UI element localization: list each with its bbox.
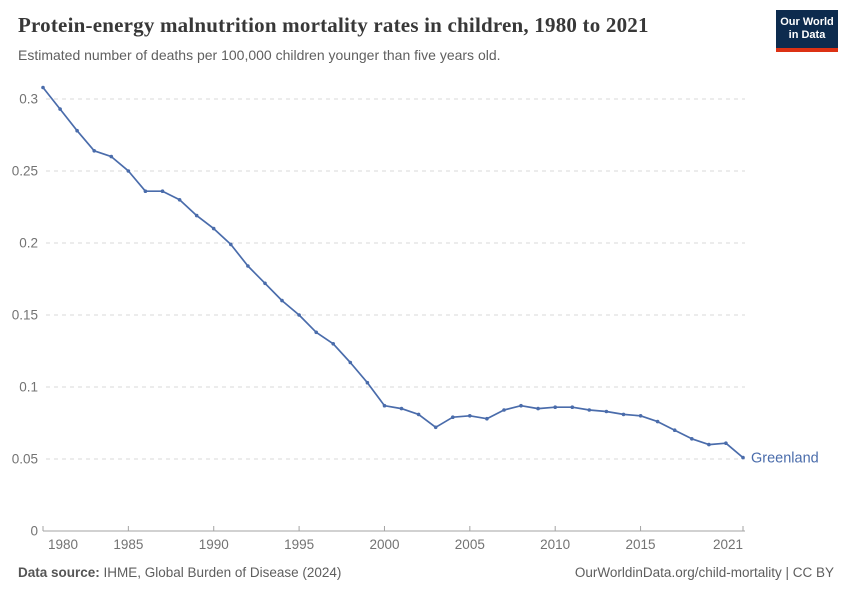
owid-logo: Our World in Data bbox=[776, 10, 838, 52]
data-point[interactable] bbox=[280, 298, 284, 303]
data-point[interactable] bbox=[741, 455, 745, 460]
data-point[interactable] bbox=[177, 198, 182, 202]
y-axis-tick-label: 0.15 bbox=[12, 308, 38, 323]
data-source: Data source: IHME, Global Burden of Dise… bbox=[18, 565, 341, 580]
data-point[interactable] bbox=[399, 406, 404, 411]
data-point[interactable] bbox=[194, 213, 199, 218]
data-point[interactable] bbox=[502, 408, 506, 412]
data-point[interactable] bbox=[211, 226, 216, 231]
x-axis-tick-label: 1980 bbox=[48, 537, 78, 552]
chart-subtitle: Estimated number of deaths per 100,000 c… bbox=[18, 47, 501, 64]
data-point[interactable] bbox=[655, 419, 660, 424]
y-axis-tick-label: 0.05 bbox=[12, 452, 38, 467]
y-axis-tick-label: 0.3 bbox=[19, 92, 38, 107]
data-point[interactable] bbox=[348, 360, 353, 365]
data-point[interactable] bbox=[109, 154, 114, 159]
data-point[interactable] bbox=[58, 107, 62, 111]
data-point[interactable] bbox=[75, 128, 79, 133]
data-point[interactable] bbox=[92, 149, 96, 153]
x-axis-tick-label: 2015 bbox=[626, 537, 656, 552]
data-point[interactable] bbox=[451, 415, 455, 420]
data-line-greenland[interactable] bbox=[42, 86, 744, 459]
data-point[interactable] bbox=[126, 169, 131, 173]
data-point[interactable] bbox=[570, 405, 575, 410]
data-point[interactable] bbox=[621, 412, 626, 417]
data-point[interactable] bbox=[724, 441, 728, 446]
x-axis-tick-label: 2005 bbox=[455, 537, 485, 552]
data-point[interactable] bbox=[587, 408, 592, 412]
x-axis-tick-label: 1990 bbox=[199, 537, 229, 552]
y-axis-tick-label: 0 bbox=[30, 524, 38, 539]
x-axis-tick-label: 2021 bbox=[713, 537, 743, 552]
chart-header: Protein-energy malnutrition mortality ra… bbox=[18, 13, 768, 63]
data-point[interactable] bbox=[468, 414, 472, 418]
x-axis-tick-label: 2000 bbox=[369, 537, 399, 552]
chart-footer: Data source: IHME, Global Burden of Dise… bbox=[18, 565, 834, 580]
data-point[interactable] bbox=[485, 416, 489, 421]
owid-logo-line1: Our World bbox=[780, 16, 834, 28]
data-point[interactable] bbox=[416, 412, 421, 417]
data-point[interactable] bbox=[297, 313, 301, 317]
data-point[interactable] bbox=[519, 403, 523, 408]
data-point[interactable] bbox=[365, 380, 370, 385]
data-point[interactable] bbox=[143, 189, 148, 193]
data-point[interactable] bbox=[229, 242, 233, 247]
data-point[interactable] bbox=[314, 330, 319, 335]
chart-title: Protein-energy malnutrition mortality ra… bbox=[18, 13, 649, 37]
y-axis-tick-label: 0.25 bbox=[12, 164, 38, 179]
credit-line: OurWorldinData.org/child-mortality | CC … bbox=[574, 565, 834, 580]
y-axis-tick-label: 0.1 bbox=[19, 380, 38, 395]
data-source-text: IHME, Global Burden of Disease (2024) bbox=[99, 565, 342, 580]
data-point[interactable] bbox=[553, 405, 557, 410]
data-point[interactable] bbox=[604, 409, 609, 414]
owid-logo-line2: in Data bbox=[788, 29, 826, 41]
data-point[interactable] bbox=[160, 189, 165, 193]
x-axis-tick-label: 1985 bbox=[113, 537, 143, 552]
data-point[interactable] bbox=[382, 403, 387, 408]
series-label-greenland[interactable]: Greenland bbox=[751, 451, 819, 467]
x-axis-tick-label: 2010 bbox=[540, 537, 570, 552]
data-point[interactable] bbox=[263, 281, 267, 286]
data-point[interactable] bbox=[41, 85, 45, 90]
data-point[interactable] bbox=[672, 428, 677, 433]
data-point[interactable] bbox=[433, 425, 438, 430]
data-point[interactable] bbox=[638, 414, 643, 418]
data-point[interactable] bbox=[246, 264, 250, 268]
data-point[interactable] bbox=[690, 437, 694, 441]
data-point[interactable] bbox=[536, 406, 540, 411]
x-axis-tick-label: 1995 bbox=[284, 537, 314, 552]
data-source-label: Data source: bbox=[18, 565, 100, 580]
data-point[interactable] bbox=[707, 442, 711, 447]
y-axis-tick-label: 0.2 bbox=[19, 236, 38, 251]
data-point[interactable] bbox=[331, 342, 336, 346]
